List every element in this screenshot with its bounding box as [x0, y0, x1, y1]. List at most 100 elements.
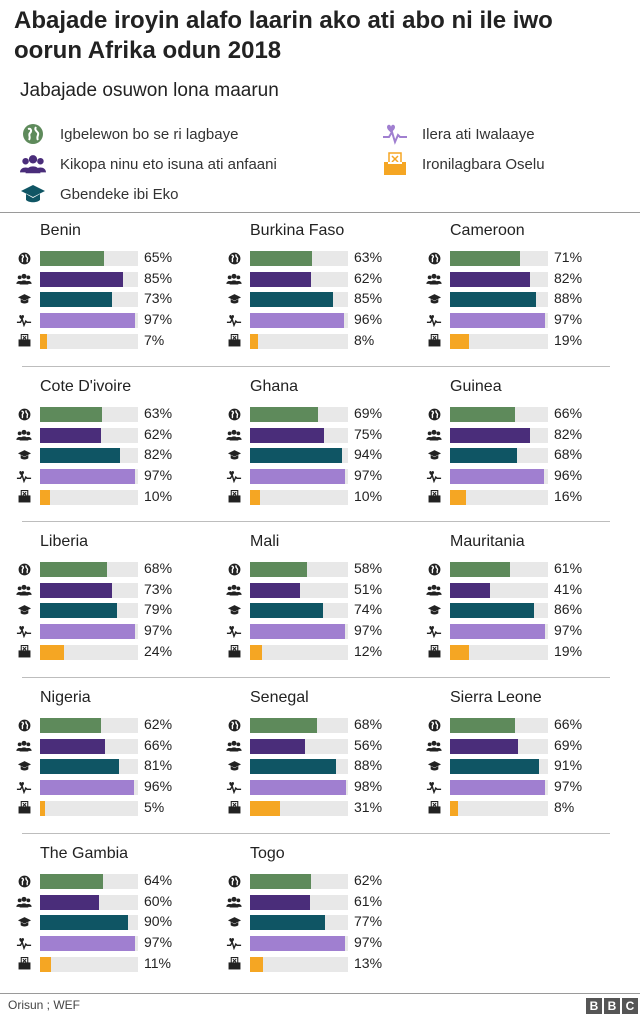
globe-icon [426, 251, 442, 265]
bbc-logo: B B C [586, 998, 638, 1014]
bar-economic [250, 582, 300, 598]
legend-label: Gbendeke ibi Eko [60, 185, 179, 203]
people-icon [16, 272, 32, 286]
metric-row-global: 62% [228, 871, 438, 891]
bar-track [250, 780, 348, 796]
bar-political [40, 800, 45, 816]
bar-track [450, 407, 548, 422]
bar-economic [40, 427, 101, 443]
bar-education [250, 292, 334, 308]
heart-pulse-icon [16, 313, 32, 327]
bar-track [40, 562, 138, 577]
globe-icon [426, 407, 442, 421]
value-label: 8% [354, 331, 375, 348]
heart-pulse-icon [226, 313, 242, 327]
bar-track [40, 738, 138, 754]
metric-row-education: 88% [227, 756, 438, 776]
bar-global [40, 562, 107, 577]
bar-track [250, 292, 348, 308]
value-label: 86% [554, 601, 583, 618]
value-label: 81% [144, 757, 173, 774]
value-label: 63% [144, 405, 173, 421]
value-label: 19% [554, 642, 583, 659]
metric-row-economic: 62% [226, 269, 438, 289]
value-label: 91% [554, 757, 583, 774]
bar-track [450, 603, 548, 619]
metric-row-education: 73% [17, 289, 228, 309]
metric-row-economic: 85% [16, 269, 228, 289]
value-label: 68% [144, 560, 173, 576]
globe-icon [20, 122, 46, 146]
country-chart: Sierra Leone 66% 69% 91% 97% 8% [426, 689, 638, 829]
row-divider [22, 521, 610, 522]
bar-track [450, 448, 548, 464]
ballot-box-icon [226, 490, 242, 504]
metric-row-health: 97% [226, 466, 438, 486]
metric-row-political: 12% [228, 642, 438, 662]
row-divider [22, 366, 610, 367]
country-chart: Ghana 69% 75% 94% 97% 10% [226, 378, 438, 518]
value-label: 82% [554, 269, 583, 286]
value-label: 90% [144, 913, 173, 930]
metric-row-global: 69% [228, 404, 438, 424]
bar-track [250, 956, 348, 972]
country-name: Cote D'ivoire [40, 378, 132, 395]
metric-row-health: 97% [16, 933, 228, 953]
country-name: Benin [40, 222, 81, 239]
bar-education [450, 759, 540, 775]
bar-political [250, 489, 260, 505]
value-label: 61% [554, 560, 583, 576]
value-label: 16% [554, 487, 583, 504]
metric-row-education: 91% [427, 756, 638, 776]
country-name: Togo [250, 845, 285, 862]
value-label: 69% [554, 736, 583, 753]
row-divider [22, 677, 610, 678]
bar-education [40, 292, 112, 308]
metric-row-political: 13% [228, 954, 438, 974]
value-label: 97% [554, 622, 583, 639]
bar-health [40, 313, 136, 329]
country-name: Cameroon [450, 222, 525, 239]
country-chart: Cameroon 71% 82% 88% 97% 19% [426, 222, 638, 362]
bar-track [40, 582, 138, 598]
heart-pulse-icon [426, 469, 442, 483]
metric-row-education: 94% [227, 445, 438, 465]
country-chart: Liberia 68% 73% 79% 97% 24% [16, 533, 228, 673]
metric-row-global: 66% [428, 715, 638, 735]
graduation-cap-icon [20, 182, 46, 206]
people-icon [16, 428, 32, 442]
bar-track [250, 448, 348, 464]
country-name: Mauritania [450, 533, 525, 550]
bar-global [40, 407, 102, 422]
value-label: 97% [144, 934, 173, 951]
value-label: 69% [354, 405, 383, 421]
bar-health [450, 469, 545, 485]
bottom-rule [0, 993, 640, 994]
bar-economic [250, 738, 305, 754]
value-label: 85% [144, 269, 173, 286]
value-label: 97% [144, 622, 173, 639]
bar-global [250, 251, 312, 266]
bar-track [40, 603, 138, 619]
bbc-logo-letter: B [604, 998, 620, 1014]
bar-track [450, 780, 548, 796]
bar-track [40, 292, 138, 308]
bar-track [250, 624, 348, 640]
metric-row-political: 31% [228, 798, 438, 818]
heart-pulse-icon [16, 780, 32, 794]
ballot-box-icon [226, 334, 242, 348]
value-label: 58% [354, 560, 383, 576]
metric-row-education: 88% [427, 289, 638, 309]
bar-global [250, 562, 307, 577]
ballot-box-icon [426, 801, 442, 815]
value-label: 96% [144, 778, 173, 795]
bar-track [250, 759, 348, 775]
bar-political [250, 644, 262, 660]
bar-education [250, 603, 323, 619]
bar-track [40, 780, 138, 796]
bar-economic [250, 271, 311, 287]
bar-political [40, 644, 64, 660]
value-label: 75% [354, 425, 383, 442]
metric-row-global: 68% [18, 559, 228, 579]
metric-row-health: 97% [426, 310, 638, 330]
